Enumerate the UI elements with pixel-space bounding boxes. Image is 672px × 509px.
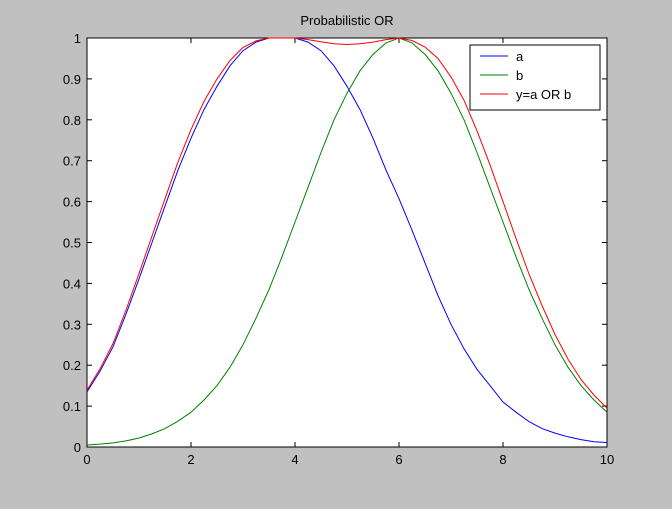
x-tick-label: 0: [83, 452, 90, 467]
x-tick-label: 6: [395, 452, 402, 467]
y-tick-label: 0.8: [63, 113, 81, 128]
series-line-1: [87, 37, 607, 443]
y-tick-label: 0.3: [63, 317, 81, 332]
series-line-2: [87, 37, 607, 446]
legend: ab y=a OR b: [469, 44, 601, 111]
series-line-3: [87, 37, 607, 409]
axis-ticks: 0 2 4 6 8 10 0 0.1 0.2 0.3 0.4 0.5 0.6 0.7 0.8 0.9 1: [63, 31, 614, 467]
y-tick-label: 0: [74, 440, 81, 455]
y-tick-label: 0.9: [63, 72, 81, 87]
y-tick-label: 1: [74, 31, 81, 46]
y-tick-label: 0.5: [63, 236, 81, 251]
data-series: [87, 37, 607, 446]
x-tick-label: 8: [499, 452, 506, 467]
y-tick-label: 0.6: [63, 195, 81, 210]
legend-label: b: [516, 68, 523, 83]
chart-title: Probabilistic OR: [300, 13, 393, 28]
x-tick-label: 2: [187, 452, 194, 467]
y-tick-label: 0.2: [63, 358, 81, 373]
y-tick-label: 0.7: [63, 154, 81, 169]
legend-label: y=a OR b: [516, 87, 571, 102]
x-tick-label: 4: [291, 452, 298, 467]
y-tick-label: 0.1: [63, 399, 81, 414]
x-tick-label: 10: [600, 452, 614, 467]
y-tick-label: 0.4: [63, 276, 81, 291]
legend-label: a: [516, 49, 524, 64]
